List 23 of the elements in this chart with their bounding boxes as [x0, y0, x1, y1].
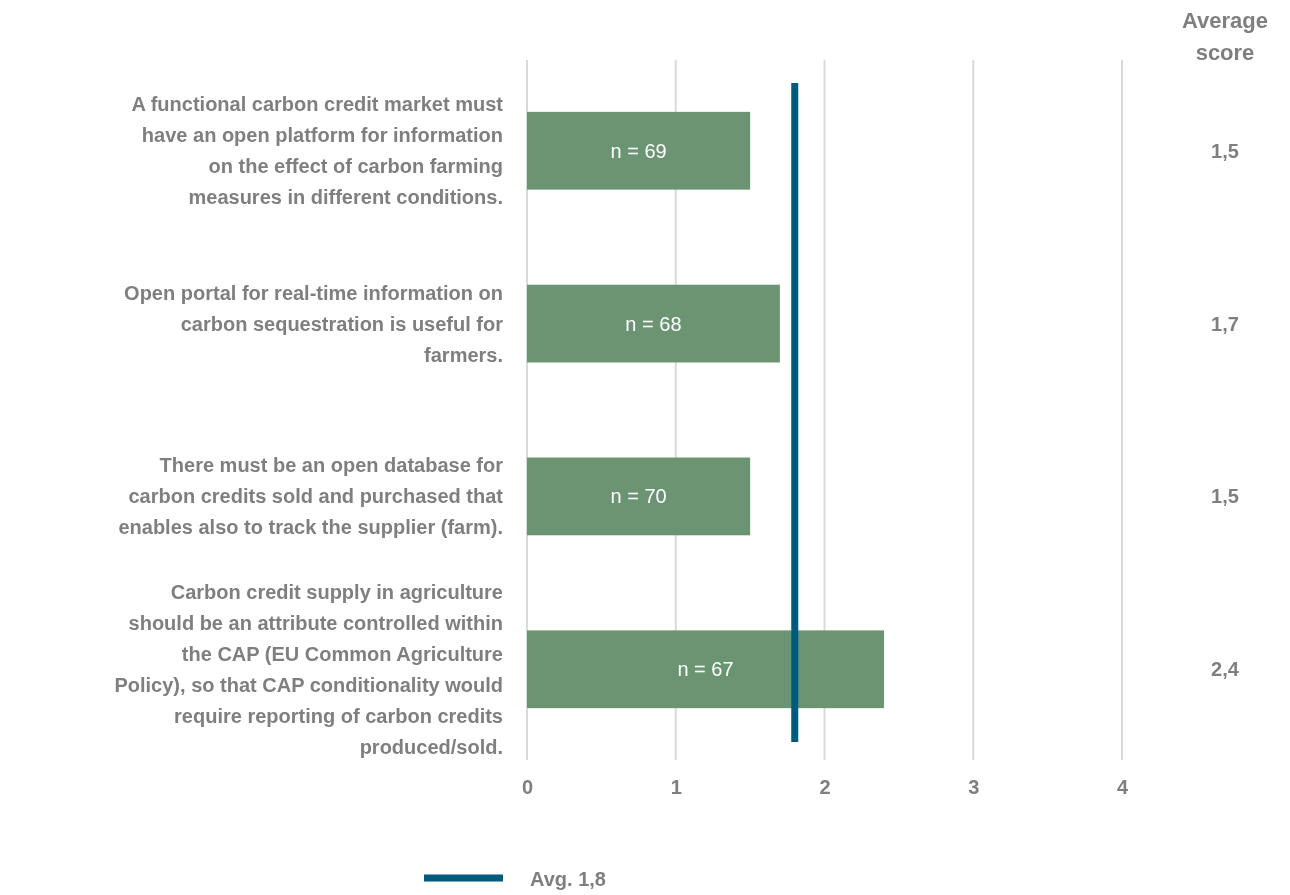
- legend-label: Avg. 1,8: [530, 868, 606, 890]
- bar: [527, 457, 751, 536]
- annotation: n = 70: [610, 485, 667, 508]
- x-tick-label: 4: [1116, 776, 1129, 799]
- y-tick-label: Open portal for real-time information on carbon sequestration is useful for farmers.: [124, 281, 504, 366]
- x-tick-label: 0: [521, 776, 534, 799]
- y-tick-label: Carbon credit supply in agriculture should be an attribute controlled within the CAP (EU Common Agriculture Policy), so that CAP conditionality would require reporting of carbon credits produced/sold.: [114, 580, 503, 758]
- y-tick-label: A functional carbon credit market must have an open platform for information on the effect of carbon farming measures in different conditions.: [131, 93, 504, 209]
- bar: [527, 284, 780, 363]
- annotation: n = 67: [677, 658, 734, 681]
- annotation: n = 68: [625, 312, 682, 335]
- y-tick-label: There must be an open database for carbon credits sold and purchased that enables also to track the supplier (farm).: [118, 454, 504, 539]
- data-label: 1,7: [1211, 312, 1239, 335]
- annotation: n = 69: [610, 139, 667, 162]
- x-tick-label: 3: [968, 776, 980, 799]
- x-tick-label: 1: [670, 776, 682, 799]
- data-label: 2,4: [1211, 658, 1240, 681]
- data-label: 1,5: [1211, 139, 1239, 162]
- x-tick-label: 2: [819, 776, 831, 799]
- bar: [527, 630, 884, 709]
- data-label: 1,5: [1211, 485, 1239, 508]
- text: Average score: [1181, 8, 1269, 65]
- bar: [527, 111, 751, 190]
